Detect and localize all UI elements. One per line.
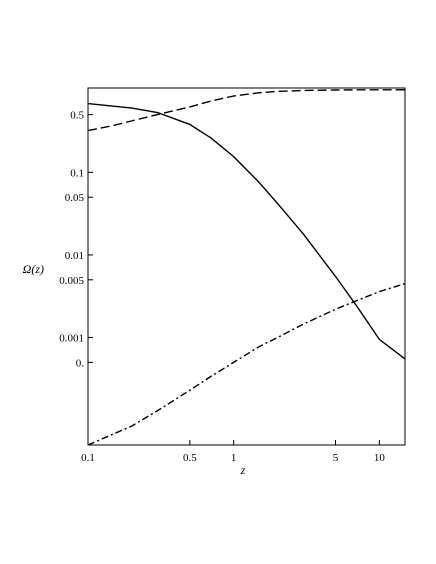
plot-frame [87,87,406,446]
x-tick-label: 0.5 [183,452,197,464]
y-axis-ticks: 0.5 0.1 0.05 0.01 0.005 0.001 0. [59,110,93,369]
x-tick-label: 10 [374,452,386,464]
series-line-dashdot [87,282,406,446]
y-tick-label: 0.1 [70,167,84,179]
y-tick-label: 0.5 [70,110,84,122]
y-tick-label: 0.01 [65,250,84,262]
x-axis-label: z [240,463,246,477]
y-tick-label: 0.005 [59,275,84,287]
x-tick-label: 5 [333,452,339,464]
y-axis-label: Ω(z) [23,262,44,276]
x-tick-label: 1 [231,452,237,464]
series-line-solid [87,102,406,360]
x-axis-ticks: 0.1 0.5 1 5 10 [81,440,385,464]
y-tick-label: 0.05 [65,192,85,204]
series-line-dashed [87,89,406,132]
y-tick-label: 0. [76,357,85,369]
x-tick-label: 0.1 [81,452,95,464]
series-layer [87,89,406,446]
y-tick-label: 0.001 [59,333,84,345]
